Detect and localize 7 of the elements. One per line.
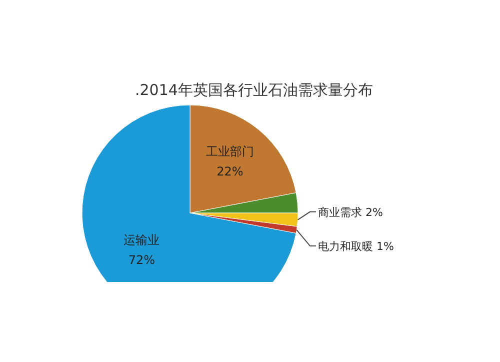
data-label: 72% [128, 252, 156, 267]
slice-label: 电力和取暖 1% [318, 240, 394, 253]
chart-title: .2014年英国各行业石油需求量分布 [135, 81, 373, 99]
data-label: 22% [216, 164, 244, 179]
slice-label: 商业需求 2% [318, 206, 383, 219]
slice-label: 工业部门 [206, 144, 254, 159]
slice-label: 运输业 [124, 232, 160, 247]
